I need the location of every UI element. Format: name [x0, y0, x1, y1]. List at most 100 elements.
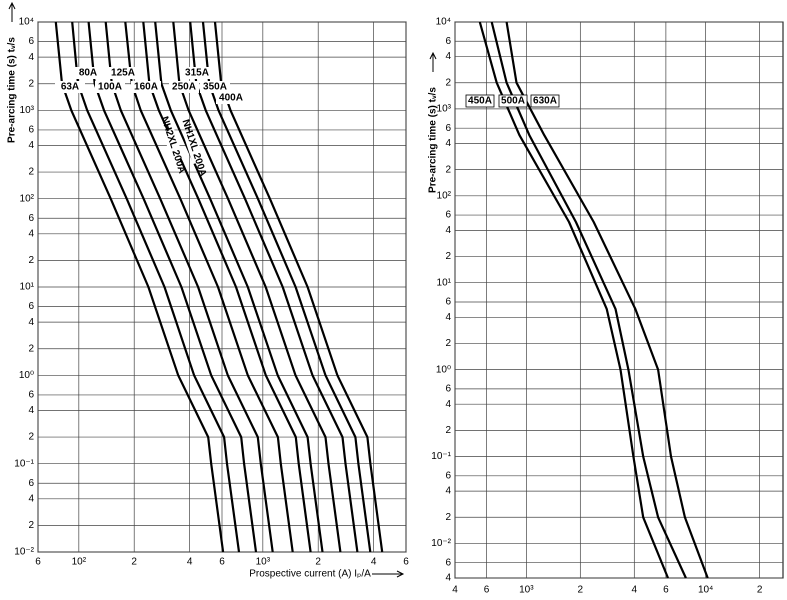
label-bg	[216, 92, 246, 104]
curve-label: 63A	[61, 82, 79, 93]
x-tick-label: 6	[35, 557, 41, 568]
x-tick-label: 4	[632, 585, 638, 596]
x-tick-label: 6	[219, 557, 225, 568]
label-box	[465, 94, 495, 108]
y-tick-label: 2	[28, 167, 34, 178]
curve-label: 630A	[533, 96, 557, 107]
curve	[189, 21, 359, 553]
y-tick-label: 10⁴	[436, 17, 451, 28]
y-tick-label: 4	[445, 312, 451, 323]
curve-label: 125A	[111, 68, 135, 79]
y-tick-label: 10¹	[437, 277, 452, 288]
y-tick-label: 10⁴	[19, 17, 34, 28]
y-tick-label: 10⁻²	[431, 538, 451, 549]
x-tick-label: 4	[371, 557, 377, 568]
y-tick-label: 4	[445, 573, 451, 584]
x-tick-label: 2	[578, 585, 584, 596]
y-tick-label: 6	[445, 470, 451, 481]
label-bg	[162, 128, 184, 162]
label-bg	[73, 67, 103, 79]
y-tick-label: 4	[445, 399, 451, 410]
label-bg	[182, 67, 212, 79]
y-tick-label: 4	[445, 138, 451, 149]
y-axis-label: Pre-arcing time (s) tᵥ/s	[7, 37, 18, 143]
y-tick-label: 4	[28, 52, 34, 63]
y-tick-label: 10⁰	[436, 364, 451, 375]
y-tick-label: 10¹	[20, 282, 35, 293]
y-tick-label: 2	[445, 425, 451, 436]
x-tick-label: 10²	[72, 557, 87, 568]
x-tick-label: 6	[484, 585, 490, 596]
y-tick-label: 6	[445, 210, 451, 221]
curve-label: 450A	[468, 96, 492, 107]
label-bg	[108, 67, 138, 79]
label-bg	[200, 81, 230, 93]
curve	[154, 21, 324, 553]
y-tick-label: 2	[445, 338, 451, 349]
curve-label: 100A	[98, 82, 122, 93]
x-tick-label: 2	[315, 557, 321, 568]
x-tick-label: 6	[403, 557, 409, 568]
x-tick-label: 6	[663, 585, 669, 596]
label-bg	[131, 81, 161, 93]
label-bg	[95, 81, 125, 93]
y-tick-label: 2	[28, 343, 34, 354]
curve-label: 400A	[219, 93, 243, 104]
label-bg	[183, 131, 205, 165]
x-tick-label: 4	[187, 557, 193, 568]
y-tick-label: 6	[28, 213, 34, 224]
y-tick-label: 2	[445, 512, 451, 523]
y-tick-label: 10⁻²	[14, 547, 34, 558]
label-box	[498, 94, 528, 108]
axis-arrow	[372, 570, 405, 578]
y-tick-label: 6	[445, 384, 451, 395]
axis-arrow	[8, 1, 16, 22]
x-tick-label: 4	[452, 585, 458, 596]
y-tick-label: 4	[445, 225, 451, 236]
y-tick-label: 6	[28, 478, 34, 489]
y-tick-label: 10⁰	[19, 370, 34, 381]
y-tick-label: 6	[445, 36, 451, 47]
y-tick-label: 4	[28, 405, 34, 416]
y-tick-label: 6	[28, 301, 34, 312]
label-bg	[55, 81, 85, 93]
y-axis-label: Pre-arcing time (s) tᵥ/s	[428, 87, 439, 193]
y-tick-label: 10²	[437, 190, 452, 201]
y-tick-label: 4	[28, 140, 34, 151]
y-tick-label: 6	[445, 557, 451, 568]
y-tick-label: 6	[28, 125, 34, 136]
x-tick-label: 10³	[519, 585, 534, 596]
x-tick-label: 10⁴	[698, 585, 713, 596]
y-tick-label: 4	[28, 493, 34, 504]
y-tick-label: 6	[445, 297, 451, 308]
y-tick-label: 4	[445, 486, 451, 497]
curve-label: 500A	[501, 96, 525, 107]
y-tick-label: 10³	[20, 105, 35, 116]
y-tick-label: 2	[445, 77, 451, 88]
axis-arrow	[429, 51, 437, 72]
y-tick-label: 2	[445, 164, 451, 175]
y-tick-label: 4	[445, 51, 451, 62]
y-tick-label: 6	[28, 390, 34, 401]
curve-label: 80A	[79, 68, 97, 79]
y-tick-label: 10⁻¹	[14, 458, 34, 469]
y-tick-label: 4	[28, 317, 34, 328]
y-tick-label: 2	[445, 251, 451, 262]
y-tick-label: 10²	[20, 193, 35, 204]
label-box	[530, 94, 560, 108]
x-axis-label: Prospective current (A) Iₚ/A	[249, 569, 371, 580]
x-tick-label: 2	[131, 557, 137, 568]
curve-label: 315A	[185, 68, 209, 79]
y-tick-label: 10³	[437, 104, 452, 115]
x-tick-label: 10³	[256, 557, 271, 568]
label-bg	[169, 81, 199, 93]
y-tick-label: 2	[28, 78, 34, 89]
y-tick-label: 6	[445, 123, 451, 134]
y-tick-label: 2	[28, 520, 34, 531]
curve-label: 160A	[134, 82, 158, 93]
y-tick-label: 2	[28, 255, 34, 266]
curve-label: 250A	[172, 82, 196, 93]
curve-label: 350A	[203, 82, 227, 93]
y-tick-label: 10⁻¹	[431, 451, 451, 462]
